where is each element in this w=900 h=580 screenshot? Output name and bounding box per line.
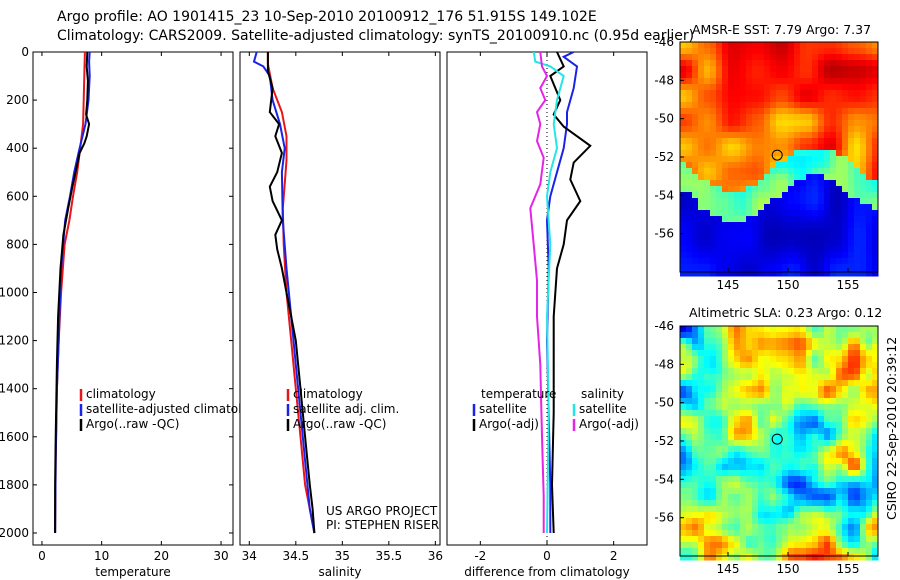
panel3-legend-label: Argo(-adj) [579, 417, 639, 431]
panel3-xtick-label: -2 [474, 549, 486, 563]
map2-ytick-label: -48 [654, 357, 674, 371]
map1-ytick-label: -48 [654, 73, 674, 87]
panel1-xtick-label: 10 [94, 549, 109, 563]
panel3-legend-label: Argo(-adj) [479, 417, 539, 431]
panel1-ytick-label: 1400 [0, 382, 29, 396]
panel3-series-cyan [532, 51, 565, 534]
map1-xtick-label: 145 [717, 278, 740, 292]
panel2-xtick-label: 34.5 [282, 549, 309, 563]
map2-xtick-label: 145 [717, 562, 740, 576]
panel3-legend-label: satellite [579, 402, 627, 416]
panel2-xtick-label: 35.5 [375, 549, 402, 563]
panel1-xlabel: temperature [95, 565, 170, 579]
panel2-frame [239, 51, 441, 546]
map2-ytick-label: -46 [654, 319, 674, 333]
panel2-series-black [266, 52, 316, 534]
panel1-series-black [54, 51, 91, 533]
map2-ytick-label: -54 [654, 472, 674, 486]
panel2-annotation: PI: STEPHEN RISER [326, 518, 439, 532]
panel1-ytick-label: 1000 [0, 285, 29, 299]
panel2-legend-label: satellite adj. clim. [293, 402, 399, 416]
panel3-xlabel: difference from climatology [464, 565, 630, 579]
panel2-legend-label: climatology [293, 387, 363, 401]
panel1-ytick-label: 1600 [0, 430, 29, 444]
panel1-frame [32, 51, 234, 546]
panel1-xtick-label: 0 [38, 549, 46, 563]
panel2-annotation: US ARGO PROJECT [326, 504, 438, 518]
panel3-series-magenta [529, 51, 549, 533]
map1-ytick-label: -46 [654, 35, 674, 49]
panel1-legend-label: satellite-adjusted climatology [86, 402, 264, 416]
map2-xtick-label: 150 [777, 562, 800, 576]
map1-xtick-label: 155 [837, 278, 860, 292]
map1-ytick-label: -52 [654, 150, 674, 164]
panel2-series-blue [252, 51, 316, 534]
map1-heatmap [680, 42, 879, 277]
map1-ytick-label: -56 [654, 227, 674, 241]
map1-argo-marker [771, 149, 783, 161]
header-line2: Climatology: CARS2009. Satellite-adjuste… [57, 28, 695, 44]
panel2-legend-label: Argo(..raw -QC) [293, 417, 386, 431]
panel1-ytick-label: 1800 [0, 478, 29, 492]
panel2-xtick-label: 34 [242, 549, 257, 563]
panel1-xtick-label: 30 [213, 549, 228, 563]
map1-ytick-label: -50 [654, 112, 674, 126]
panel3-legend-label: satellite [479, 402, 527, 416]
map2-argo-marker [771, 433, 783, 445]
panel1-ytick-label: 0 [21, 45, 29, 59]
map2-ytick-label: -52 [654, 434, 674, 448]
map2-ytick-label: -50 [654, 396, 674, 410]
panel3-xtick-label: 2 [610, 549, 618, 563]
panel1-ytick-label: 600 [6, 189, 29, 203]
panel2-xtick-label: 36 [428, 549, 443, 563]
panel2-xtick-label: 35 [335, 549, 350, 563]
map1-xtick-label: 150 [777, 278, 800, 292]
panel1-legend-label: climatology [86, 387, 156, 401]
panel1-xtick-label: 20 [154, 549, 169, 563]
map2-xtick-label: 155 [837, 562, 860, 576]
sla-map-title: Altimetric SLA: 0.23 Argo: 0.12 [689, 305, 883, 320]
panel1-ytick-label: 400 [6, 141, 29, 155]
panel1-ytick-label: 200 [6, 93, 29, 107]
header-line1: Argo profile: AO 1901415_23 10-Sep-2010 … [57, 9, 597, 25]
sst-map-title: AMSR-E SST: 7.79 Argo: 7.37 [692, 22, 872, 37]
panel3-legend-label: salinity [581, 387, 624, 401]
panel2-xlabel: salinity [318, 565, 361, 579]
map2-ytick-label: -56 [654, 511, 674, 525]
panel1-ytick-label: 2000 [0, 526, 29, 540]
map1-ytick-label: -54 [654, 188, 674, 202]
map2-heatmap [680, 326, 879, 561]
panel1-ytick-label: 1200 [0, 334, 29, 348]
panel1-legend-label: Argo(..raw -QC) [86, 417, 179, 431]
panel3-legend-label: temperature [481, 387, 556, 401]
panel3-xtick-label: 0 [543, 549, 551, 563]
panel1-ytick-label: 800 [6, 237, 29, 251]
